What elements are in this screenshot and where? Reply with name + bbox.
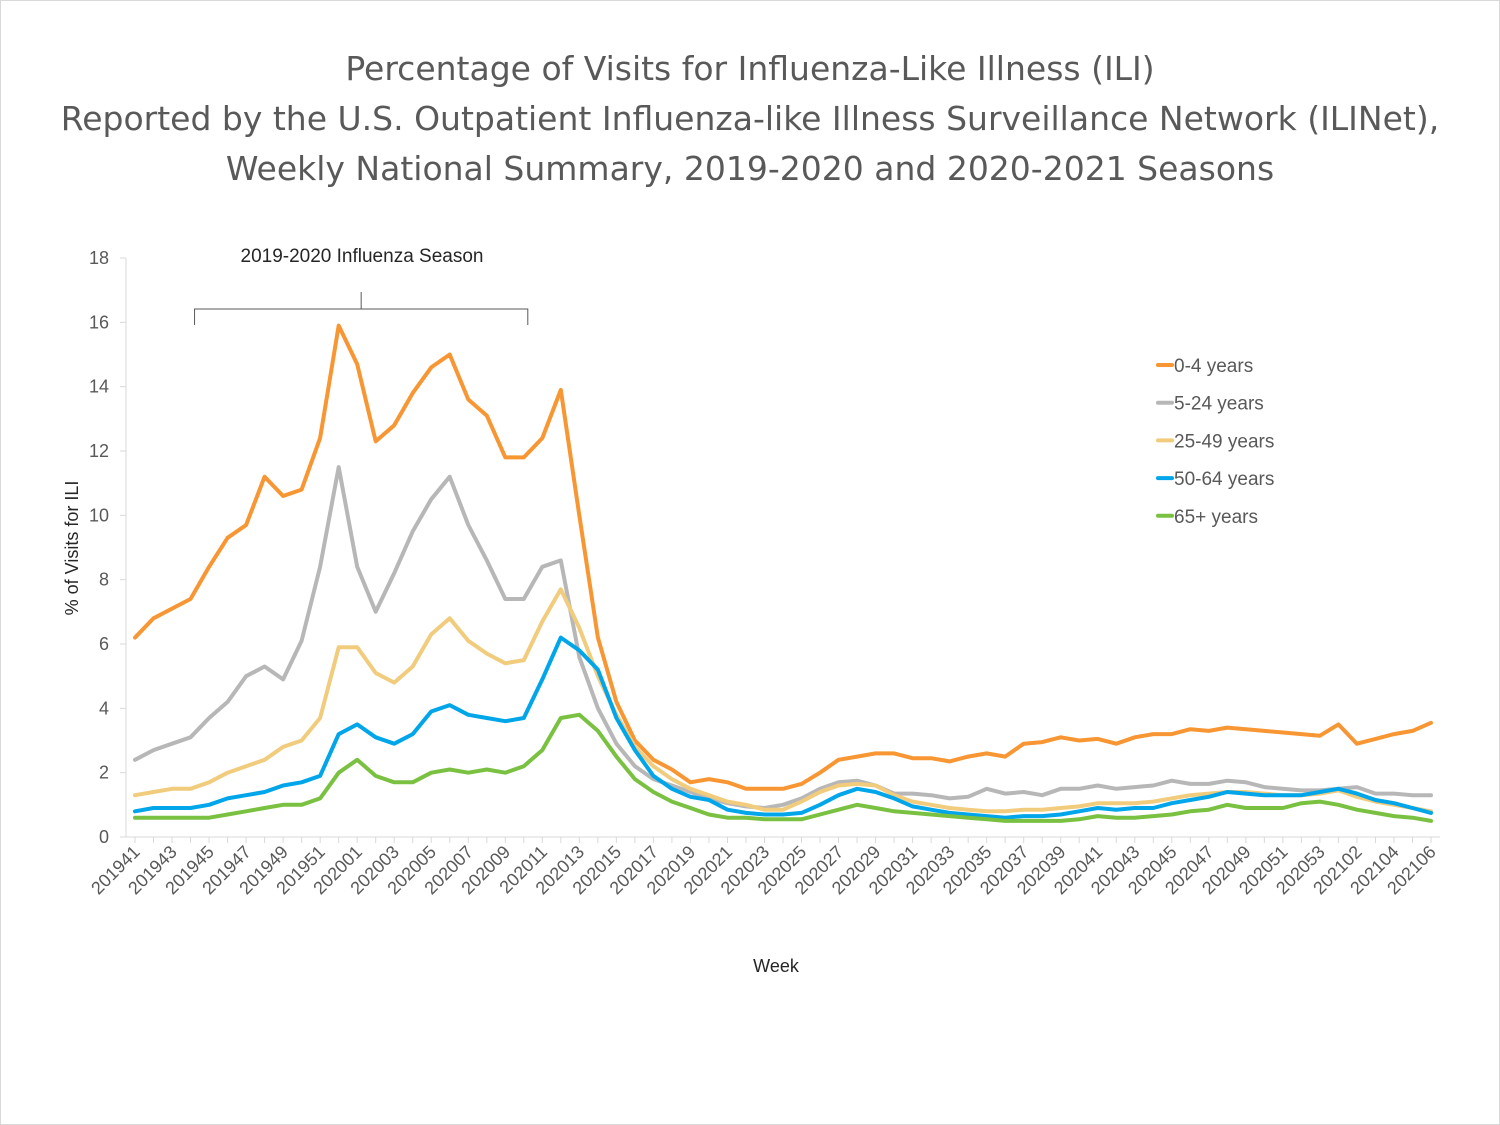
y-tick-label: 18 bbox=[89, 248, 109, 268]
series-line-3 bbox=[133, 635, 1433, 820]
series-line-2 bbox=[133, 587, 1433, 814]
legend-label-0: 0-4 years bbox=[1174, 356, 1253, 377]
legend-label-1: 5-24 years bbox=[1174, 394, 1264, 415]
y-axis-title: % of Visits for ILI bbox=[62, 481, 82, 616]
series-lines bbox=[133, 323, 1433, 823]
y-tick-label: 10 bbox=[89, 505, 109, 525]
chart-title-line-1: Percentage of Visits for Influenza-Like … bbox=[345, 49, 1155, 88]
chart-title-line-3: Weekly National Summary, 2019-2020 and 2… bbox=[225, 149, 1275, 188]
series-line-4 bbox=[133, 712, 1433, 823]
y-tick-label: 16 bbox=[89, 312, 109, 332]
y-axis-ticks: 0 2 4 6 8 10 12 14 16 18 bbox=[89, 248, 126, 847]
legend-label-3: 50-64 years bbox=[1174, 469, 1274, 490]
season-annotation: 2019-2020 Influenza Season bbox=[194, 246, 529, 325]
series-line-1 bbox=[133, 465, 1433, 810]
y-tick-label: 12 bbox=[89, 441, 109, 461]
series-line-0 bbox=[133, 323, 1433, 791]
chart-title-line-2: Reported by the U.S. Outpatient Influenz… bbox=[60, 99, 1440, 138]
legend-label-2: 25-49 years bbox=[1174, 431, 1274, 452]
chart-title: Percentage of Visits for Influenza-Like … bbox=[0, 44, 1500, 194]
y-tick-label: 8 bbox=[99, 570, 109, 590]
legend-label-4: 65+ years bbox=[1174, 507, 1258, 528]
y-tick-label: 0 bbox=[99, 827, 109, 847]
x-axis-ticks: 2019412019432019452019472019492019512020… bbox=[87, 837, 1440, 898]
x-axis-title: Week bbox=[753, 956, 800, 976]
y-tick-label: 14 bbox=[89, 377, 109, 397]
y-tick-label: 2 bbox=[99, 763, 109, 783]
y-tick-label: 6 bbox=[99, 634, 109, 654]
season-bracket bbox=[194, 292, 529, 325]
legend: 0-4 years 5-24 years 25-49 years 50-64 year… bbox=[1156, 356, 1274, 528]
season-annotation-label: 2019-2020 Influenza Season bbox=[241, 246, 484, 267]
y-tick-label: 4 bbox=[99, 698, 109, 718]
